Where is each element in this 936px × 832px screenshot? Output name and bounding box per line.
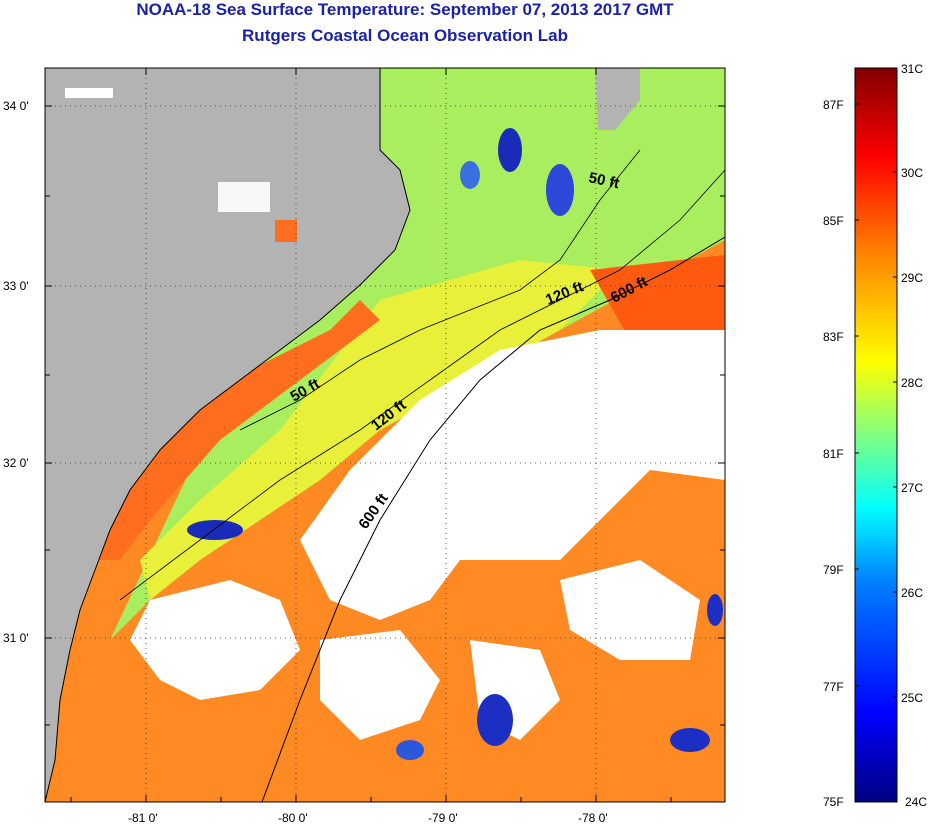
cold-patch: [670, 728, 710, 752]
cold-patch: [546, 164, 574, 216]
lon-label: -79 0': [428, 811, 458, 825]
colorbar-f-label: 79F: [823, 563, 844, 577]
colorbar-f-label: 77F: [823, 680, 844, 694]
colorbar-ticks: [855, 67, 897, 803]
lat-label: 34 0': [3, 99, 29, 113]
cold-patch: [707, 594, 723, 626]
land-mass: [595, 68, 640, 130]
lon-label: -78 0': [578, 811, 608, 825]
colorbar-gradient: [854, 67, 898, 803]
lat-label: 32 0': [3, 456, 29, 470]
cloud-cover: [300, 330, 725, 620]
colorbar-c-label: 31C: [901, 62, 923, 76]
land-mass: [45, 68, 410, 802]
cloud-cover: [320, 630, 440, 740]
warm-band-region: [140, 260, 620, 600]
inland-lake: [275, 220, 297, 242]
colorbar-c-label: 27C: [901, 481, 923, 495]
colorbar-c-label: 24C: [905, 795, 927, 809]
colorbar-c-label: 28C: [901, 376, 923, 390]
cloud-cover: [560, 560, 700, 660]
lat-label: 31 0': [3, 631, 29, 645]
cold-patch: [498, 128, 522, 172]
lon-label: -80 0': [278, 811, 308, 825]
coastline: [45, 68, 411, 802]
inland-artefact: [65, 88, 113, 98]
colorbar-f-label: 85F: [823, 214, 844, 228]
warm-front: [590, 255, 725, 340]
isobath-120ft: [119, 169, 725, 601]
cold-patch: [477, 694, 513, 746]
cold-patch: [460, 161, 480, 189]
map-subtitle: Rutgers Coastal Ocean Observation Lab: [242, 26, 568, 45]
cold-patch: [396, 740, 424, 760]
colorbar-f-label: 81F: [823, 447, 844, 461]
isobath-50ft: [239, 149, 641, 431]
cloud-cover: [130, 580, 300, 700]
inland-artefact: [218, 182, 270, 212]
tick-marks: [45, 68, 725, 802]
isobath-600ft: [261, 236, 725, 802]
colorbar-c-label: 29C: [901, 271, 923, 285]
contour-label-50ft: 50 ft: [587, 169, 621, 192]
colorbar-c-label: 25C: [901, 691, 923, 705]
map-title: NOAA-18 Sea Surface Temperature: Septemb…: [136, 0, 674, 19]
colorbar-c-label: 30C: [901, 166, 923, 180]
colorbar-f-label: 83F: [823, 330, 844, 344]
lon-label: -81 0': [128, 811, 158, 825]
colorbar-c-label: 26C: [901, 586, 923, 600]
lat-label: 33 0': [3, 279, 29, 293]
cold-patch: [187, 520, 243, 540]
coastal-warm-band: [95, 300, 380, 560]
map-frame: [44, 67, 726, 803]
colorbar-f-label: 87F: [823, 98, 844, 112]
graticule: [45, 68, 725, 802]
colorbar-f-label: 75F: [823, 795, 844, 809]
